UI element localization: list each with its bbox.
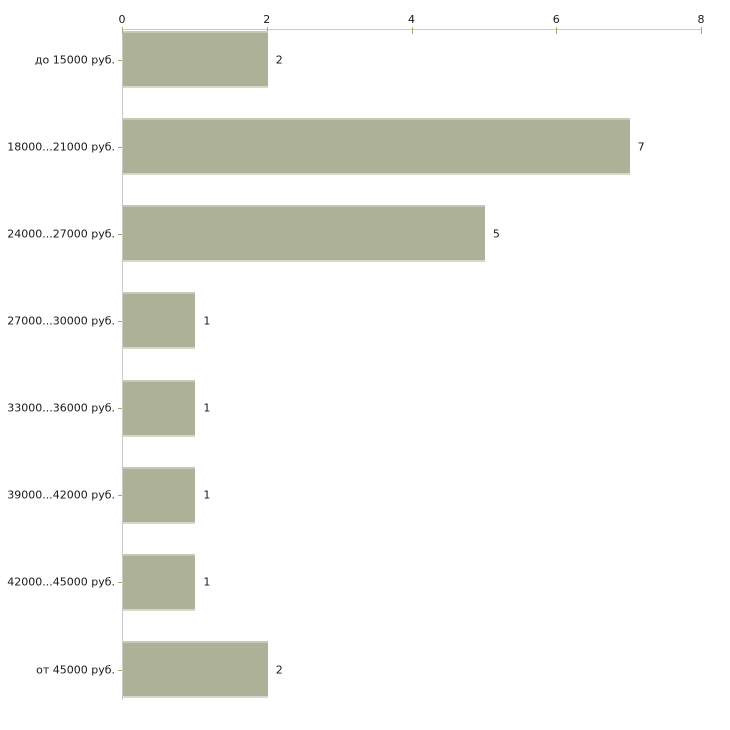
bar <box>123 466 196 524</box>
category-label: 39000...42000 руб. <box>7 488 115 502</box>
x-tick-label: 0 <box>118 13 126 26</box>
y-axis-line <box>122 29 123 700</box>
x-tick-mark <box>701 27 702 34</box>
y-tick-mark <box>118 320 122 322</box>
bar <box>123 292 196 350</box>
category-label: 24000...27000 руб. <box>7 227 115 241</box>
bar <box>123 553 196 611</box>
y-tick-mark <box>118 59 122 61</box>
value-label: 5 <box>492 227 500 241</box>
y-tick-mark <box>118 408 122 410</box>
bar <box>123 205 485 263</box>
x-tick-label: 8 <box>697 13 705 26</box>
y-tick-mark <box>118 233 122 235</box>
bar <box>123 379 196 437</box>
x-tick-mark <box>556 27 558 34</box>
category-label: до 15000 руб. <box>34 53 115 66</box>
bar-row: 18000...21000 руб. 7 <box>7 118 701 176</box>
value-label: 2 <box>275 53 283 66</box>
y-tick-mark <box>118 582 122 584</box>
bar-row: 27000...30000 руб. 1 <box>7 292 701 350</box>
x-tick-mark <box>266 27 268 34</box>
bar <box>123 31 268 88</box>
category-label: 33000...36000 руб. <box>7 401 115 415</box>
category-label: 18000...21000 руб. <box>7 140 115 154</box>
y-tick-mark <box>118 146 122 148</box>
value-label: 2 <box>275 663 283 677</box>
category-label: от 45000 руб. <box>36 663 115 677</box>
x-tick-mark <box>122 27 123 34</box>
x-tick-label: 4 <box>408 13 415 26</box>
value-label: 1 <box>203 575 211 589</box>
bar-row: 24000...27000 руб. 5 <box>7 205 701 263</box>
bar-row: 33000...36000 руб. 1 <box>7 379 701 437</box>
bar-row: от 45000 руб. 2 <box>36 641 701 699</box>
x-tick-label: 6 <box>552 13 560 26</box>
bar <box>123 118 630 176</box>
y-tick-mark <box>118 669 122 671</box>
bar-row: до 15000 руб. 2 <box>35 31 701 88</box>
value-label: 7 <box>637 140 645 154</box>
bar <box>123 641 268 699</box>
value-label: 1 <box>203 401 211 415</box>
category-label: 27000...30000 руб. <box>7 314 115 328</box>
value-label: 1 <box>203 488 211 502</box>
value-label: 1 <box>203 314 211 328</box>
x-tick-mark <box>411 27 413 34</box>
bar-row: 42000...45000 руб. 1 <box>7 553 701 611</box>
category-label: 42000...45000 руб. <box>7 575 115 589</box>
x-tick-label: 2 <box>263 13 271 26</box>
y-tick-mark <box>118 495 122 497</box>
bar-row: 39000...42000 руб. 1 <box>7 466 701 524</box>
plot-area: 0 2 4 6 8 до 15000 руб. 2 18000...21000 руб. 7 2… <box>7 13 705 700</box>
